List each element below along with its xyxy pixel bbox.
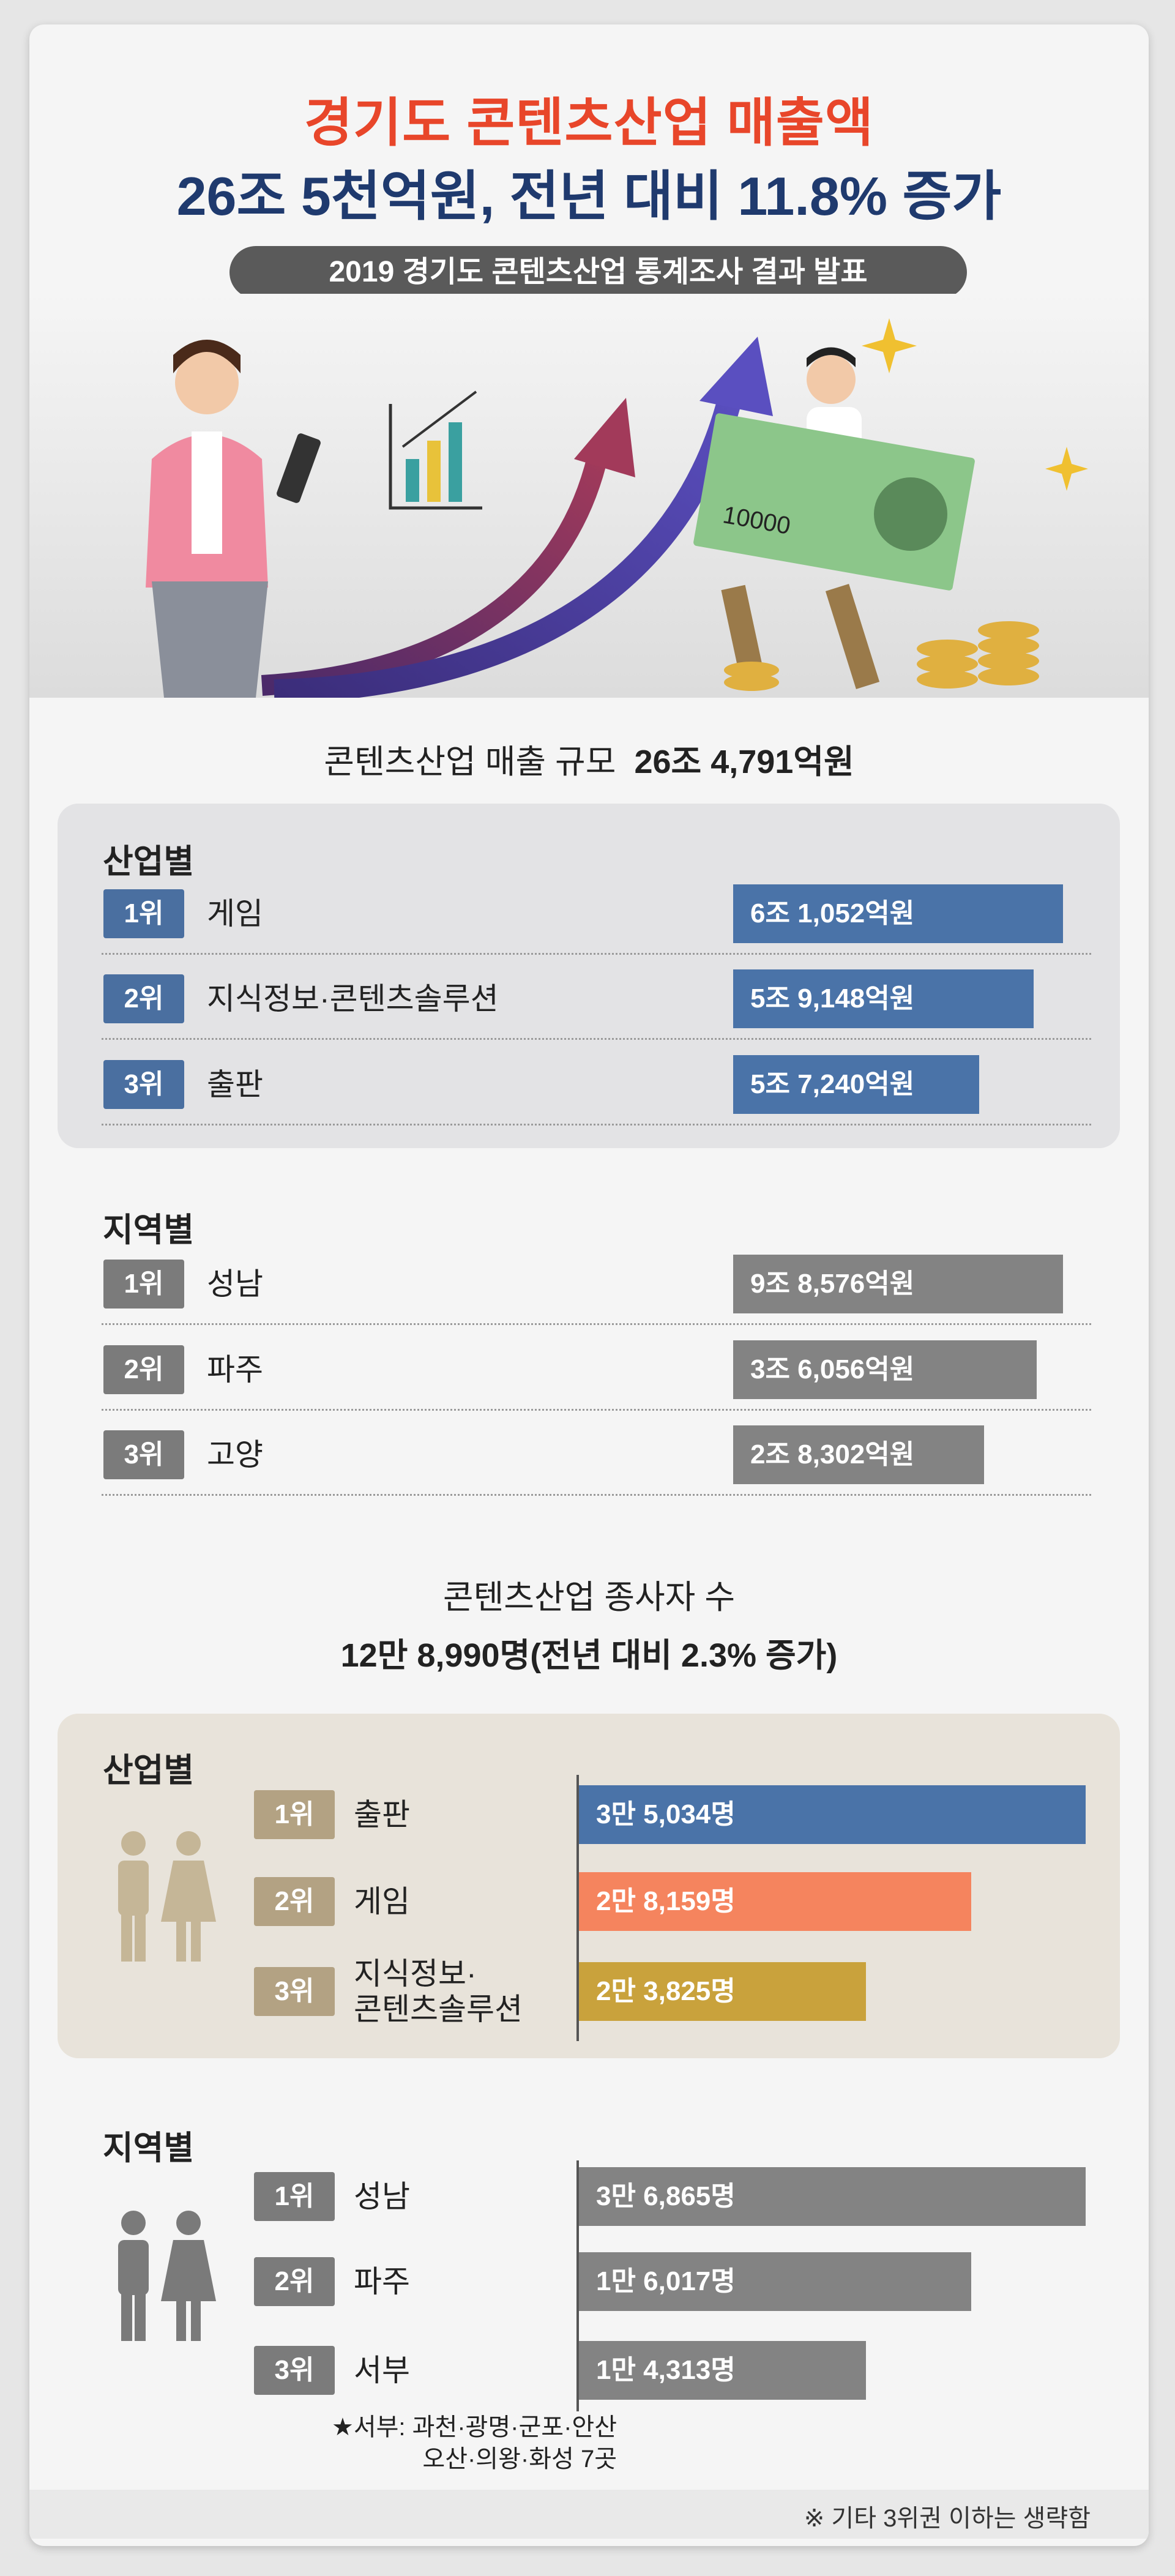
- rank-badge: 3위: [103, 1060, 184, 1109]
- row-name: 파주: [207, 1353, 263, 1387]
- revenue-label: 콘텐츠산업 매출 규모: [324, 744, 616, 780]
- value-bar: 2조 8,302억원: [733, 1425, 984, 1484]
- rank-badge: 1위: [254, 1790, 335, 1839]
- value-bar: 6조 1,052억원: [733, 884, 1063, 943]
- row-separator: [102, 1494, 1091, 1496]
- row-name: 지식정보· 콘텐츠솔루션: [354, 1957, 523, 2026]
- revenue-line: 콘텐츠산업 매출 규모 26조 4,791억원: [29, 734, 1149, 783]
- value-bar: 3만 5,034명: [579, 1785, 1086, 1844]
- employees-total: 12만 8,990명(전년 대비 2.3% 증가): [340, 1637, 838, 1674]
- row-separator: [102, 1409, 1091, 1411]
- footer-note: ※ 기타 3위권 이하는 생략함: [804, 2505, 1091, 2532]
- subtitle-pill: 2019 경기도 콘텐츠산업 통계조사 결과 발표: [229, 246, 967, 299]
- note-line: ★서부: 과천·광명·군포·안산: [331, 2414, 617, 2441]
- section-heading: 산업별: [103, 843, 195, 880]
- revenue-amount: 26조 4,791억원: [634, 744, 854, 780]
- rank-badge: 2위: [103, 974, 184, 1023]
- note-line: 오산·의왕·화성 7곳: [422, 2446, 617, 2473]
- section-heading: 지역별: [103, 2130, 195, 2167]
- footer: ※ 기타 3위권 이하는 생략함: [29, 2490, 1149, 2539]
- rank-badge: 3위: [103, 1430, 184, 1479]
- value-bar: 2만 3,825명: [579, 1962, 866, 2021]
- title-line1: 경기도 콘텐츠산업 매출액: [304, 94, 875, 152]
- value-bar: 3조 6,056억원: [733, 1340, 1037, 1399]
- row-name: 게임: [207, 897, 263, 931]
- row-name: 지식정보·콘텐츠솔루션: [207, 982, 499, 1016]
- row-name: 서부: [354, 2353, 410, 2387]
- rank-badge: 3위: [254, 1967, 335, 2016]
- rank-badge: 2위: [103, 1345, 184, 1394]
- value-bar: 9조 8,576억원: [733, 1255, 1063, 1313]
- row-separator: [102, 1038, 1091, 1040]
- value-bar: 1만 6,017명: [579, 2252, 971, 2311]
- title-line2: 26조 5천억원, 전년 대비 11.8% 증가: [176, 166, 1002, 226]
- arrow: [274, 383, 745, 698]
- value-bar: 5조 9,148억원: [733, 969, 1034, 1028]
- rank-badge: 1위: [254, 2172, 335, 2221]
- people-icon: [118, 1831, 216, 1962]
- rank-badge: 1위: [103, 889, 184, 938]
- row-name: 고양: [207, 1438, 263, 1472]
- row-separator: [102, 1323, 1091, 1325]
- arrow-head: [699, 337, 773, 416]
- value-bar: 3만 6,865명: [579, 2167, 1086, 2226]
- value-bar: 5조 7,240억원: [733, 1055, 979, 1114]
- row-separator: [102, 1124, 1091, 1126]
- rank-badge: 3위: [254, 2346, 335, 2395]
- section-heading: 산업별: [103, 1752, 195, 1789]
- axis-line: [576, 2160, 579, 2411]
- value-bar: 1만 4,313명: [579, 2341, 866, 2400]
- row-name: 게임: [354, 1884, 410, 1919]
- region-note: ★서부: 과천·광명·군포·안산 오산·의왕·화성 7곳: [213, 2411, 617, 2475]
- people-icon: [118, 2211, 216, 2341]
- chart-icon: [389, 390, 482, 510]
- card: 경기도 콘텐츠산업 매출액 26조 5천억원, 전년 대비 11.8% 증가 2…: [29, 24, 1149, 2546]
- coins: [724, 621, 1039, 691]
- man-with-banknote: 10000: [693, 347, 975, 689]
- row-separator: [102, 953, 1091, 955]
- woman: [146, 340, 321, 698]
- arrow-head: [574, 398, 635, 477]
- row-name: 출판: [207, 1067, 263, 1102]
- sparkles: [862, 318, 1088, 491]
- row-name: 성남: [354, 2179, 410, 2214]
- illustration: 10000: [29, 294, 1149, 698]
- rank-badge: 2위: [254, 2257, 335, 2306]
- row-name: 파주: [354, 2264, 410, 2299]
- row-name: 성남: [207, 1267, 263, 1301]
- value-bar: 2만 8,159명: [579, 1872, 971, 1931]
- rank-badge: 2위: [254, 1877, 335, 1926]
- section-heading: 지역별: [103, 1212, 195, 1249]
- employees-label: 콘텐츠산업 종사자 수: [442, 1579, 736, 1616]
- rank-badge: 1위: [103, 1260, 184, 1309]
- axis-line: [576, 1775, 579, 2041]
- row-name: 출판: [354, 1798, 410, 1832]
